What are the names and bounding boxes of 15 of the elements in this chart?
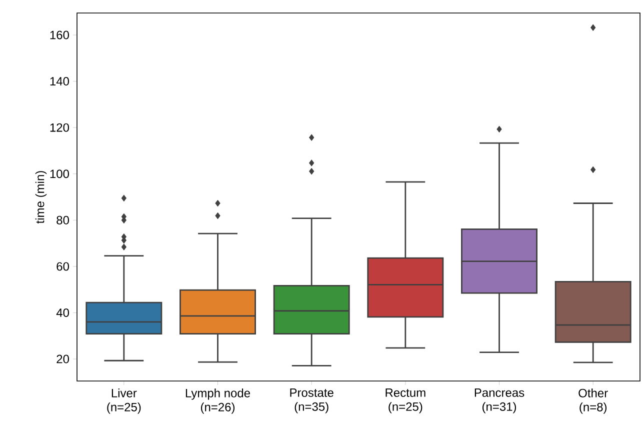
- x-tick-label: Liver (n=25): [107, 388, 141, 414]
- x-tick-label: Lymph node (n=26): [186, 388, 250, 414]
- x-tick-label: Other (n=8): [578, 388, 608, 414]
- y-tick-label: 40: [56, 308, 70, 317]
- x-tick-label: Rectum (n=25): [386, 388, 426, 414]
- y-tick-label: 60: [56, 262, 70, 271]
- y-tick-label: 140: [50, 77, 70, 86]
- y-tick-label: 20: [56, 354, 70, 364]
- x-tick-label: Prostate (n=35): [290, 388, 334, 414]
- x-tick-label: Pancreas (n=31): [474, 388, 524, 414]
- y-tick-label: 100: [50, 170, 70, 178]
- y-tick-label: 160: [50, 30, 70, 40]
- y-tick-label: 120: [50, 123, 70, 132]
- y-tick-label: 80: [56, 216, 70, 224]
- y-axis-title: time (min): [35, 171, 47, 224]
